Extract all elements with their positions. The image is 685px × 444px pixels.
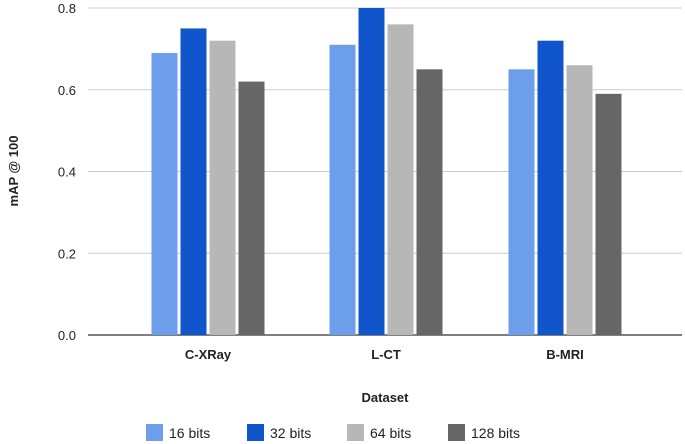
category-labels: C-XRay L-CT B-MRI bbox=[185, 347, 584, 362]
bar-l-ct-128-bits bbox=[416, 69, 443, 335]
legend-swatch bbox=[347, 424, 364, 441]
y-tick-label: 0.8 bbox=[58, 1, 76, 16]
legend-label: 128 bits bbox=[471, 425, 520, 441]
bar-c-xray-128-bits bbox=[238, 81, 265, 335]
bar-b-mri-16-bits bbox=[508, 69, 535, 335]
bars bbox=[151, 8, 622, 336]
legend-label: 64 bits bbox=[370, 425, 411, 441]
y-axis-title: mAP @ 100 bbox=[6, 136, 21, 207]
category-label: L-CT bbox=[371, 347, 401, 362]
y-tick-label: 0.0 bbox=[58, 328, 76, 343]
bar-c-xray-32-bits bbox=[180, 28, 207, 335]
bar-c-xray-64-bits bbox=[209, 40, 236, 335]
category-label: C-XRay bbox=[185, 347, 232, 362]
category-label: B-MRI bbox=[546, 347, 584, 362]
legend-label: 16 bits bbox=[169, 425, 210, 441]
bar-l-ct-16-bits bbox=[329, 44, 356, 335]
y-tick-label: 0.2 bbox=[58, 246, 76, 261]
bar-l-ct-32-bits bbox=[358, 8, 385, 335]
bar-l-ct-64-bits bbox=[387, 24, 414, 335]
legend-swatch bbox=[146, 424, 163, 441]
x-axis-title: Dataset bbox=[362, 390, 410, 405]
legend-label: 32 bits bbox=[270, 425, 311, 441]
bar-b-mri-32-bits bbox=[537, 40, 564, 335]
legend-swatch bbox=[247, 424, 264, 441]
y-tick-label: 0.4 bbox=[58, 165, 76, 180]
bar-b-mri-64-bits bbox=[566, 65, 593, 335]
y-tick-label: 0.6 bbox=[58, 83, 76, 98]
y-tick-labels: 0.0 0.2 0.4 0.6 0.8 bbox=[58, 1, 76, 343]
bar-b-mri-128-bits bbox=[595, 93, 622, 336]
bar-c-xray-16-bits bbox=[151, 52, 178, 336]
legend-swatch bbox=[448, 424, 465, 441]
legend: 16 bits 32 bits 64 bits 128 bits bbox=[146, 424, 520, 441]
